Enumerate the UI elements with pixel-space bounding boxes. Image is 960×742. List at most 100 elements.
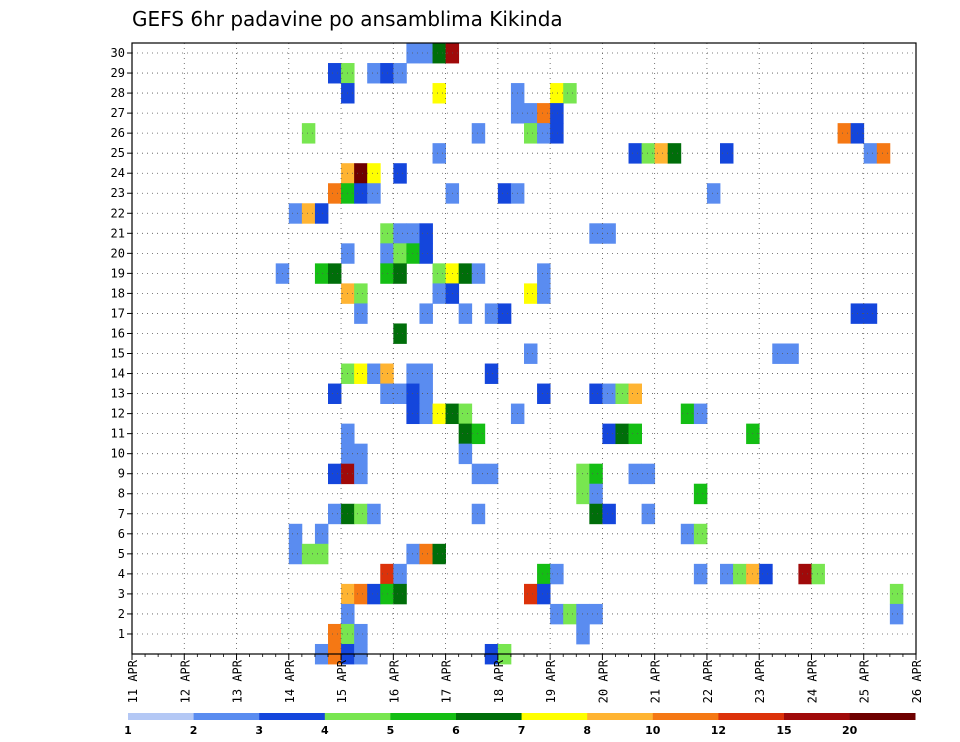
data-cell bbox=[889, 603, 904, 625]
x-tick-label: 25 APR bbox=[858, 659, 872, 703]
data-cell bbox=[497, 303, 512, 324]
y-tick-label: 10 bbox=[111, 447, 125, 461]
data-cell bbox=[328, 263, 342, 284]
x-tick-label: 19 APR bbox=[544, 659, 558, 703]
data-cell bbox=[628, 463, 642, 485]
data-cell bbox=[393, 243, 407, 264]
x-tick-label: 18 APR bbox=[492, 659, 506, 703]
data-cell bbox=[354, 163, 368, 184]
data-cell bbox=[354, 363, 368, 384]
data-cell bbox=[314, 263, 329, 284]
data-cell bbox=[458, 263, 473, 284]
data-cell bbox=[328, 503, 342, 525]
y-tick-label: 17 bbox=[111, 306, 125, 320]
colorbar-label: 3 bbox=[255, 724, 263, 737]
y-tick-label: 27 bbox=[111, 106, 125, 120]
data-cell bbox=[288, 543, 303, 565]
y-tick-label: 8 bbox=[118, 487, 125, 501]
data-cell bbox=[589, 603, 603, 625]
data-cell bbox=[419, 543, 433, 565]
data-cell bbox=[328, 623, 342, 645]
data-cell bbox=[524, 123, 538, 144]
data-cell bbox=[550, 563, 564, 585]
data-cell bbox=[419, 403, 433, 425]
colorbar-label: 15 bbox=[776, 724, 791, 737]
data-cell bbox=[654, 143, 669, 164]
data-cell bbox=[497, 183, 512, 204]
data-cell bbox=[393, 323, 407, 344]
x-tick-label: 21 APR bbox=[649, 659, 663, 703]
data-cell bbox=[406, 223, 420, 244]
data-cell bbox=[563, 603, 577, 625]
y-tick-label: 6 bbox=[118, 527, 125, 541]
data-cell bbox=[537, 103, 551, 124]
data-cell bbox=[863, 303, 878, 324]
data-cell bbox=[550, 603, 564, 625]
data-cell bbox=[419, 303, 433, 324]
data-cell bbox=[393, 563, 407, 585]
data-cells bbox=[275, 43, 904, 665]
y-tick-label: 12 bbox=[111, 407, 125, 421]
data-cell bbox=[589, 483, 603, 505]
data-cell bbox=[537, 383, 551, 404]
colorbar-swatch bbox=[390, 713, 457, 720]
data-cell bbox=[602, 223, 616, 244]
colorbar-label: 10 bbox=[645, 724, 661, 737]
data-cell bbox=[628, 383, 642, 404]
data-cell bbox=[432, 263, 446, 284]
data-cell bbox=[537, 283, 551, 304]
y-tick-label: 28 bbox=[111, 86, 125, 100]
data-cell bbox=[393, 263, 407, 284]
plot-frame bbox=[131, 42, 917, 655]
data-cell bbox=[328, 463, 342, 485]
data-cell bbox=[602, 423, 616, 445]
data-cell bbox=[589, 463, 603, 485]
data-cell bbox=[406, 43, 420, 64]
x-tick-label: 26 APR bbox=[910, 659, 924, 703]
data-cell bbox=[288, 203, 303, 224]
data-cell bbox=[693, 403, 708, 425]
y-tick-label: 21 bbox=[111, 226, 125, 240]
data-cell bbox=[301, 123, 316, 144]
data-cell bbox=[837, 123, 852, 144]
data-cell bbox=[628, 423, 642, 445]
data-cell bbox=[550, 123, 564, 144]
data-cell bbox=[537, 263, 551, 284]
data-cell bbox=[524, 583, 538, 605]
y-tick-label: 20 bbox=[111, 246, 125, 260]
colorbar-label: 1 bbox=[124, 724, 132, 737]
y-tick-label: 1 bbox=[118, 627, 125, 641]
colorbar-swatch bbox=[521, 713, 588, 720]
data-cell bbox=[393, 163, 407, 184]
data-cell bbox=[432, 403, 446, 425]
data-cell bbox=[589, 223, 603, 244]
data-cell bbox=[563, 83, 577, 104]
data-cell bbox=[602, 503, 616, 525]
data-cell bbox=[432, 83, 446, 104]
data-cell bbox=[354, 583, 368, 605]
data-cell bbox=[354, 443, 368, 465]
colorbar-swatch bbox=[259, 713, 326, 720]
colorbar-swatch bbox=[324, 713, 391, 720]
data-cell bbox=[354, 463, 368, 485]
data-cell bbox=[406, 243, 420, 264]
data-cell bbox=[419, 383, 433, 404]
data-cell bbox=[367, 363, 381, 384]
data-cell bbox=[458, 423, 473, 445]
colorbar-label: 20 bbox=[842, 724, 858, 737]
data-cell bbox=[419, 363, 433, 384]
data-cell bbox=[706, 183, 721, 204]
colorbar-label: 12 bbox=[711, 724, 726, 737]
data-cell bbox=[301, 203, 316, 224]
y-tick-label: 5 bbox=[118, 547, 125, 561]
data-cell bbox=[537, 123, 551, 144]
data-cell bbox=[432, 143, 446, 164]
y-tick-label: 30 bbox=[111, 46, 125, 60]
y-tick-label: 29 bbox=[111, 66, 125, 80]
data-cell bbox=[693, 563, 708, 585]
x-tick-label: 12 APR bbox=[178, 659, 192, 703]
data-cell bbox=[524, 103, 538, 124]
y-tick-label: 3 bbox=[118, 587, 125, 601]
data-cell bbox=[550, 83, 564, 104]
